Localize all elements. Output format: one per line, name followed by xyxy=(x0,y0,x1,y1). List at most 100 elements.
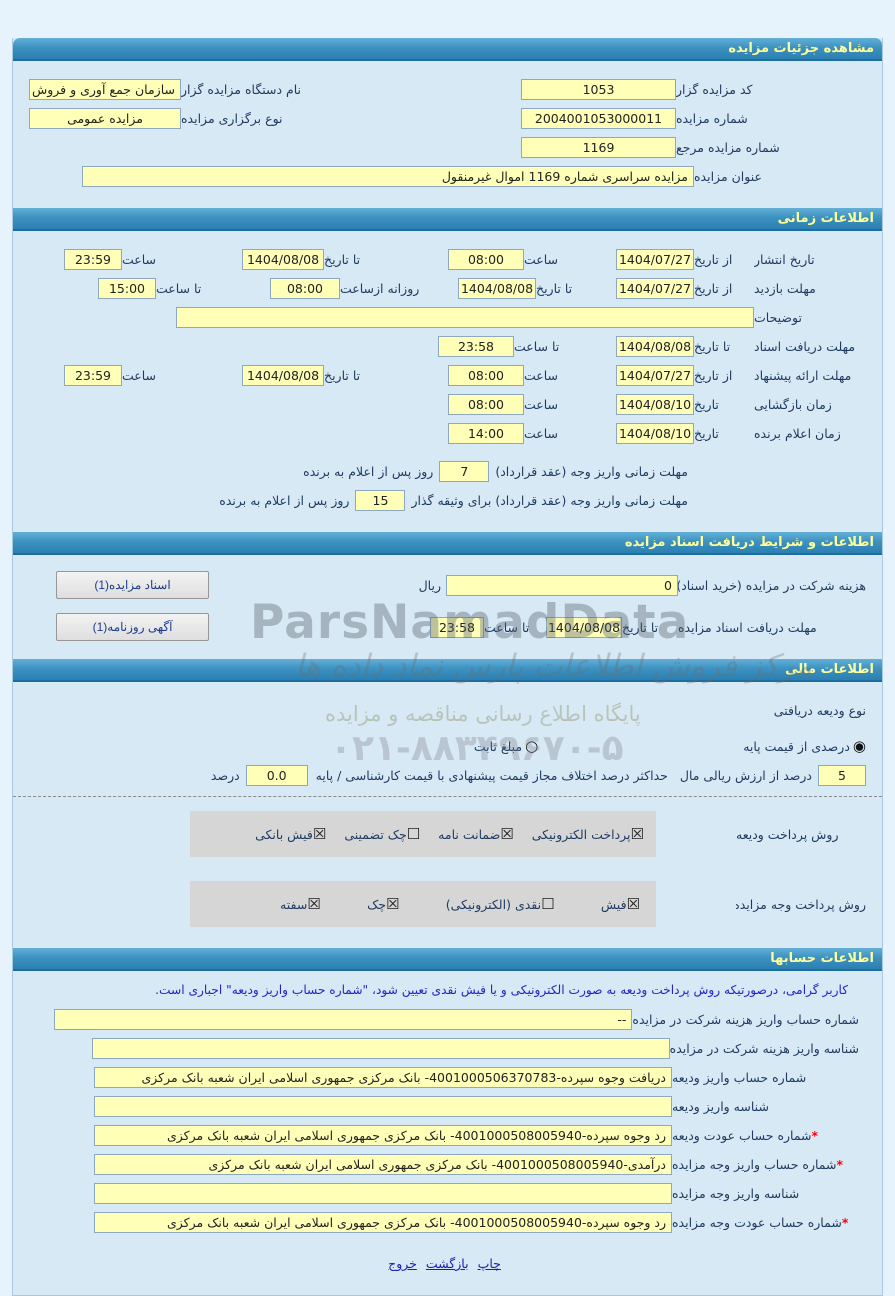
doc-deadline-date-input[interactable]: 1404/08/08 xyxy=(616,335,694,357)
hour-label: ساعت xyxy=(524,425,559,441)
row-doc-deadline: مهلت دریافت اسناد تا تاریخ 1404/08/08 تا… xyxy=(23,335,866,357)
deposit-account-input[interactable]: دریافت وجوه سپرده-4001000506370783- بانک… xyxy=(94,1066,672,1088)
checkbox-item[interactable]: ☒ پرداخت الکترونیکی xyxy=(532,825,644,843)
checkbox-receipt-icon[interactable]: ☒ xyxy=(626,895,640,913)
row-winner-time: زمان اعلام برنده تاریخ 1404/08/10 ساعت 1… xyxy=(23,422,866,444)
required-asterisk: * xyxy=(836,1156,844,1172)
footer-links: چاپ بازگشت خروج xyxy=(23,1240,866,1281)
offer-to-date-input[interactable]: 1404/08/08 xyxy=(242,364,324,386)
exit-link[interactable]: خروج xyxy=(388,1256,417,1271)
radio-percent-of-base-icon[interactable]: ◉ xyxy=(852,737,866,755)
payment-deadline-input[interactable]: 7 xyxy=(439,460,490,482)
checkbox-label: پرداخت الکترونیکی xyxy=(531,826,631,842)
checkbox-item[interactable]: ☐ چک تضمینی xyxy=(344,825,420,843)
row-auction-ref: شماره مزایده مرجع 1169 xyxy=(23,136,866,158)
newspaper-ad-button[interactable]: آگهی روزنامه(1) xyxy=(56,613,209,641)
doc-deadline-time-input[interactable]: 23:58 xyxy=(438,335,514,357)
radio-percent-of-base-label: درصدی از قیمت پایه xyxy=(743,738,850,754)
org-name-input[interactable]: سازمان جمع آوری و فروش امو xyxy=(29,78,181,100)
publish-from-date-input[interactable]: 1404/07/27 xyxy=(616,248,694,270)
checkbox-item[interactable]: ☐ نقدی (الکترونیکی) xyxy=(446,895,555,913)
auction-payment-return-account-input[interactable]: رد وجوه سپرده-4001000508005940- بانک مرک… xyxy=(94,1211,672,1233)
checkbox-check-icon[interactable]: ☒ xyxy=(385,895,400,913)
offer-from-time-input[interactable]: 08:00 xyxy=(448,364,524,386)
back-link[interactable]: بازگشت xyxy=(425,1256,469,1271)
payment-deadline-pledger-input[interactable]: 15 xyxy=(355,489,406,511)
deposit-id-input[interactable] xyxy=(94,1095,672,1117)
hour-label: ساعت xyxy=(524,367,559,383)
deposit-return-account-input[interactable]: رد وجوه سپرده-4001000508005940- بانک مرک… xyxy=(94,1124,672,1146)
auction-title-input[interactable]: مزایده سراسری شماره 1169 اموال غیرمنقول xyxy=(82,165,694,187)
visit-to-time-input[interactable]: 15:00 xyxy=(98,277,156,299)
auction-type-input[interactable]: مزایده عمومی xyxy=(29,107,181,129)
publish-to-date-input[interactable]: 1404/08/08 xyxy=(242,248,324,270)
docs-deadline-time-input[interactable]: 23:58 xyxy=(430,616,484,638)
checkbox-item[interactable]: ☒ ضمانت نامه xyxy=(438,825,514,843)
winner-date-input[interactable]: 1404/08/10 xyxy=(616,422,694,444)
deposit-percent-label: درصد از ارزش ریالی مال xyxy=(679,767,812,783)
checkbox-certified-check-icon[interactable]: ☐ xyxy=(406,825,421,843)
publish-to-time-input[interactable]: 23:59 xyxy=(64,248,122,270)
auction-ref-input[interactable]: 1169 xyxy=(521,136,676,158)
checkbox-item[interactable]: ☒ فیش بانکی xyxy=(255,825,326,843)
checkbox-bank-receipt-icon[interactable]: ☒ xyxy=(312,825,327,843)
fee-deposit-account-input[interactable]: -- xyxy=(54,1008,633,1030)
winner-label: زمان اعلام برنده xyxy=(754,425,841,441)
offer-to-time-input[interactable]: 23:59 xyxy=(64,364,122,386)
from-date-label: از تاریخ xyxy=(694,367,733,383)
auctioneer-code-input[interactable]: 1053 xyxy=(521,78,676,100)
payment-deadline-pledger-label: مهلت زمانی واریز وجه (عقد قرارداد) برای … xyxy=(411,492,688,508)
description-input[interactable] xyxy=(176,306,754,328)
accounts-notice: کاربر گرامی، درصورتیکه روش پرداخت ودیعه … xyxy=(155,983,848,997)
checkbox-item[interactable]: ☒ سفته xyxy=(280,895,321,913)
participation-fee-label: هزینه شرکت در مزایده (خرید اسناد) xyxy=(678,577,866,593)
auction-number-input[interactable]: 2004001053000011 xyxy=(521,107,676,129)
auction-docs-button[interactable]: اسناد مزایده(1) xyxy=(56,571,209,599)
accounts-rows: کاربر گرامی، درصورتیکه روش پرداخت ودیعه … xyxy=(13,971,882,1295)
to-date-label: تا تاریخ xyxy=(324,251,361,267)
max-diff-input[interactable]: 0.0 xyxy=(245,764,308,786)
account-row: شماره حساب واریز هزینه شرکت در مزایده -- xyxy=(23,1008,866,1030)
deposit-payment-method-label: روش پرداخت ودیعه xyxy=(736,826,839,842)
dashed-divider xyxy=(13,796,882,797)
checkbox-guarantee-letter-icon[interactable]: ☒ xyxy=(500,825,514,843)
visit-to-date-input[interactable]: 1404/08/08 xyxy=(458,277,536,299)
visit-from-date-input[interactable]: 1404/07/27 xyxy=(616,277,694,299)
docs-rows: هزینه شرکت در مزایده (خرید اسناد) 0 ریال… xyxy=(13,555,882,659)
opening-date-input[interactable]: 1404/08/10 xyxy=(616,393,694,415)
visit-from-time-input[interactable]: 08:00 xyxy=(270,277,340,299)
account-label: شماره حساب عودت وجه مزایده xyxy=(672,1214,842,1230)
auction-number-label: شماره مزایده xyxy=(676,110,748,126)
to-date-label: تا تاریخ xyxy=(536,280,573,296)
row-participation-fee: هزینه شرکت در مزایده (خرید اسناد) 0 ریال… xyxy=(23,571,866,599)
from-date-label: از تاریخ xyxy=(694,280,733,296)
row-auction-number: شماره مزایده 2004001053000011 نوع برگزار… xyxy=(23,107,866,129)
checkbox-electronic-payment-icon[interactable]: ☒ xyxy=(630,825,644,843)
radio-fixed-amount-icon[interactable]: ○ xyxy=(525,737,539,755)
checkbox-label: چک تضمینی xyxy=(344,826,407,842)
opening-time-input[interactable]: 08:00 xyxy=(448,393,524,415)
details-rows: کد مزایده گزار 1053 نام دستگاه مزایده گز… xyxy=(13,61,882,208)
checkbox-item[interactable]: ☒ فیش xyxy=(601,895,640,913)
hour-label: ساعت xyxy=(122,251,157,267)
print-link[interactable]: چاپ xyxy=(477,1256,501,1271)
row-deposit-percent: 5 درصد از ارزش ریالی مال حداکثر درصد اخت… xyxy=(23,764,866,786)
account-label: شناسه واریز هزینه شرکت در مزایده xyxy=(669,1040,859,1056)
checkbox-item[interactable]: ☒ چک xyxy=(367,895,399,913)
publish-from-time-input[interactable]: 08:00 xyxy=(448,248,524,270)
hour-label: ساعت xyxy=(122,367,157,383)
participation-fee-input[interactable]: 0 xyxy=(446,574,678,596)
deposit-percent-input[interactable]: 5 xyxy=(818,764,866,786)
to-hour-label: تا ساعت xyxy=(156,280,202,296)
auction-payment-account-input[interactable]: درآمدی-4001000508005940- بانک مرکزی جمهو… xyxy=(94,1153,672,1175)
fee-deposit-id-input[interactable] xyxy=(91,1037,670,1059)
account-label: شناسه واریز ودیعه xyxy=(672,1098,769,1114)
winner-time-input[interactable]: 14:00 xyxy=(448,422,524,444)
auction-payment-method-label: روش پرداخت وجه مزایده xyxy=(736,896,866,912)
offer-from-date-input[interactable]: 1404/07/27 xyxy=(616,364,694,386)
checkbox-promissory-note-icon[interactable]: ☒ xyxy=(307,895,321,913)
row-publish-date: تاریخ انتشار از تاریخ 1404/07/27 ساعت 08… xyxy=(23,248,866,270)
docs-deadline-date-input[interactable]: 1404/08/08 xyxy=(546,616,622,638)
checkbox-cash-electronic-icon[interactable]: ☐ xyxy=(541,895,555,913)
payment-methods-box: ☒ فیش ☐ نقدی (الکترونیکی) ☒ چک ☒ سفته xyxy=(190,881,656,927)
